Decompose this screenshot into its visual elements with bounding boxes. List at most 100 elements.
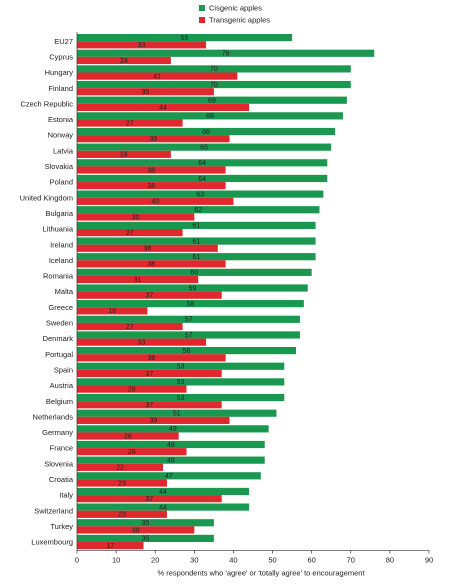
- x-tick-label: 30: [190, 555, 198, 564]
- value-label: 37: [145, 402, 153, 409]
- bar-cisgenic: [77, 190, 324, 198]
- bar-transgenic: [77, 338, 207, 346]
- legend: Cisgenic apples Transgenic apples: [199, 4, 270, 25]
- bar-transgenic: [77, 432, 179, 440]
- value-label: 64: [198, 160, 206, 167]
- bar-transgenic: [77, 229, 183, 237]
- value-label: 56: [183, 348, 191, 355]
- value-label: 38: [147, 261, 155, 268]
- bar-cisgenic: [77, 34, 293, 42]
- category-label: Sweden: [46, 319, 73, 328]
- bar-transgenic: [77, 166, 226, 174]
- bar-cisgenic: [77, 65, 351, 73]
- category-label: Latvia: [53, 146, 74, 155]
- bar-transgenic: [77, 56, 171, 65]
- value-label: 60: [190, 270, 198, 277]
- value-label: 64: [198, 176, 206, 183]
- x-axis-title: % respondents who 'agree' or 'totally ag…: [157, 568, 365, 577]
- value-label: 39: [149, 136, 157, 143]
- value-label: 36: [144, 246, 152, 253]
- value-label: 24: [120, 152, 128, 159]
- value-label: 39: [149, 418, 157, 425]
- bar-transgenic: [77, 182, 226, 190]
- bar-transgenic: [77, 416, 230, 424]
- value-label: 68: [206, 113, 214, 120]
- bar-cisgenic: [77, 80, 351, 89]
- bar-transgenic: [77, 354, 226, 362]
- value-label: 76: [222, 51, 230, 58]
- bar-transgenic: [77, 275, 199, 284]
- value-label: 70: [210, 82, 218, 89]
- value-label: 53: [177, 379, 185, 386]
- value-label: 33: [138, 42, 146, 49]
- category-label: Czech Republic: [20, 99, 73, 108]
- x-tick-label: 90: [425, 555, 433, 564]
- category-label: Malta: [55, 287, 74, 296]
- category-label: EU27: [54, 37, 73, 46]
- category-label: Croatia: [49, 475, 74, 484]
- value-label: 38: [147, 167, 155, 174]
- value-label: 37: [145, 371, 153, 378]
- x-tick-label: 80: [386, 555, 394, 564]
- value-label: 38: [147, 183, 155, 190]
- bar-cisgenic: [77, 409, 277, 417]
- bar-transgenic: [77, 197, 234, 205]
- category-labels: EU27 Cyprus Hungary Finland Czech Republic Es…: [20, 37, 74, 547]
- bar-transgenic: [77, 103, 250, 111]
- category-label: Poland: [50, 178, 73, 187]
- value-label: 44: [159, 489, 167, 496]
- category-label: Romania: [43, 272, 74, 281]
- category-label: Finland: [48, 84, 73, 93]
- x-tick-label: 60: [307, 555, 315, 564]
- category-label: Netherlands: [33, 412, 74, 421]
- value-label: 57: [185, 332, 193, 339]
- value-label: 55: [181, 35, 189, 42]
- category-label: Hungary: [45, 68, 74, 77]
- bar-cisgenic: [77, 519, 214, 527]
- bar-cisgenic: [77, 268, 312, 276]
- legend-swatch-cisgenic: [199, 5, 205, 11]
- bar-transgenic: [77, 495, 222, 503]
- value-label: 70: [210, 66, 218, 73]
- value-label: 28: [128, 449, 136, 456]
- bar-cisgenic: [77, 112, 343, 120]
- category-label: Portugal: [45, 350, 73, 359]
- value-label: 61: [192, 254, 200, 261]
- value-label: 18: [108, 308, 116, 315]
- x-tick-label: 0: [75, 555, 79, 564]
- bar-cisgenic: [77, 393, 285, 402]
- value-label: 22: [116, 465, 124, 472]
- value-label: 57: [185, 317, 193, 324]
- bar-transgenic: [77, 322, 183, 331]
- bar-transgenic: [77, 41, 207, 49]
- bar-transgenic: [77, 510, 167, 518]
- bar-cisgenic: [77, 300, 304, 308]
- category-label: Spain: [54, 365, 73, 374]
- bar-cisgenic: [77, 284, 308, 292]
- bar-transgenic: [77, 291, 222, 299]
- category-label: Lithuania: [43, 225, 74, 234]
- value-label: 30: [132, 214, 140, 221]
- value-label: 61: [192, 238, 200, 245]
- value-label: 35: [142, 520, 150, 527]
- category-label: Greece: [48, 303, 73, 312]
- bar-transgenic: [77, 463, 164, 471]
- value-label: 53: [177, 364, 185, 371]
- value-label: 26: [124, 433, 132, 440]
- value-label: 37: [145, 496, 153, 503]
- bar-cisgenic: [77, 143, 332, 151]
- value-label: 33: [138, 339, 146, 346]
- category-label: Iceland: [49, 256, 73, 265]
- value-label: 35: [142, 89, 150, 96]
- value-label: 58: [187, 301, 195, 308]
- bar-transgenic: [77, 542, 144, 550]
- value-label: 23: [118, 480, 126, 487]
- bar-transgenic: [77, 244, 218, 252]
- bar-cisgenic: [77, 127, 336, 136]
- bar-cisgenic: [77, 456, 265, 464]
- bar-cisgenic: [77, 534, 214, 542]
- value-label: 27: [126, 120, 134, 127]
- bar-cisgenic: [77, 253, 316, 261]
- category-label: Norway: [48, 131, 74, 140]
